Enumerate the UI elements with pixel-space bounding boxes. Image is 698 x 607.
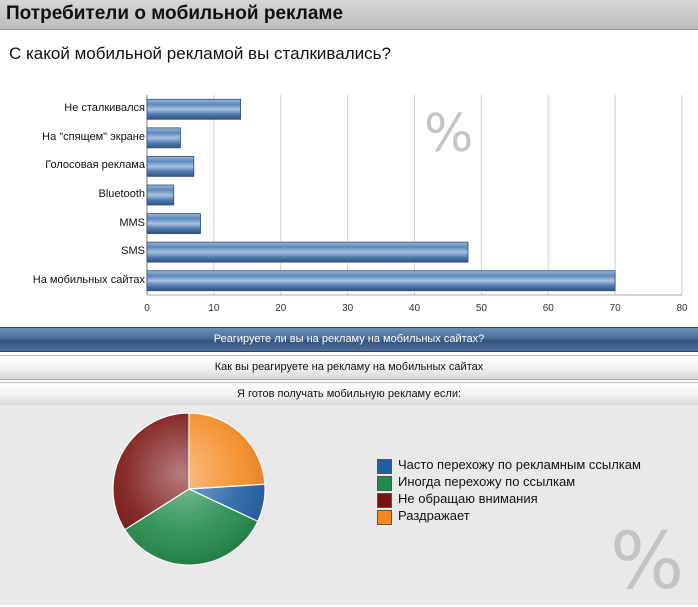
bar-category-label: На мобильных сайтах	[32, 273, 145, 286]
pie-chart	[112, 412, 266, 566]
legend-label: Часто перехожу по рекламным ссылкам	[398, 457, 641, 472]
legend-label: Раздражает	[398, 508, 470, 523]
accordion-header-how-react[interactable]: Как вы реагируете на рекламу на мобильны…	[0, 355, 698, 380]
bar	[146, 156, 195, 177]
bar-category-label: SMS	[121, 245, 145, 258]
percent-watermark: %	[424, 104, 474, 164]
page-title: Потребители о мобильной рекламе	[6, 3, 344, 24]
bar-category-label: MMS	[119, 216, 145, 229]
x-tick-label: 10	[208, 303, 220, 314]
legend-swatch	[377, 493, 392, 508]
bar-category-label: Голосовая реклама	[45, 159, 145, 172]
x-tick-label: 20	[275, 303, 287, 314]
bar-category-label: Не сталкивался	[64, 102, 145, 115]
accordion-header-react-ads[interactable]: Реагируете ли вы на рекламу на мобильных…	[0, 327, 698, 352]
x-tick-label: 0	[144, 303, 150, 314]
legend-swatch	[377, 476, 392, 491]
x-tick-label: 60	[542, 303, 554, 314]
chart-gridlines	[146, 95, 683, 296]
x-tick-label: 80	[676, 303, 688, 314]
pie-panel: %	[0, 405, 698, 607]
bar	[146, 241, 469, 263]
bar-category-label: На "спящем" экране	[42, 130, 145, 143]
legend-label: Не обращаю внимания	[398, 491, 538, 506]
title-bar: Потребители о мобильной рекламе	[0, 0, 698, 30]
legend-swatch	[377, 510, 392, 525]
x-tick-label: 50	[475, 303, 487, 314]
x-tick-label: 40	[408, 303, 421, 314]
question-title: С какой мобильной рекламой вы сталкивали…	[9, 44, 391, 63]
chart-bars	[146, 98, 616, 292]
bar	[146, 98, 242, 120]
bar	[146, 127, 181, 149]
bar-category-label: Bluetooth	[98, 188, 145, 200]
percent-watermark-2: %	[610, 517, 685, 607]
legend-swatch	[377, 459, 392, 474]
bar	[146, 270, 616, 292]
bar-chart	[146, 95, 683, 296]
pie-shading	[113, 413, 265, 565]
bar	[146, 213, 201, 234]
accordion-header-ready-to-receive[interactable]: Я готов получать мобильную рекламу если:	[0, 382, 698, 407]
legend-label: Иногда перехожу по ссылкам	[398, 474, 576, 489]
x-tick-label: 70	[609, 303, 621, 314]
x-tick-label: 30	[342, 303, 354, 314]
bar	[146, 184, 175, 206]
